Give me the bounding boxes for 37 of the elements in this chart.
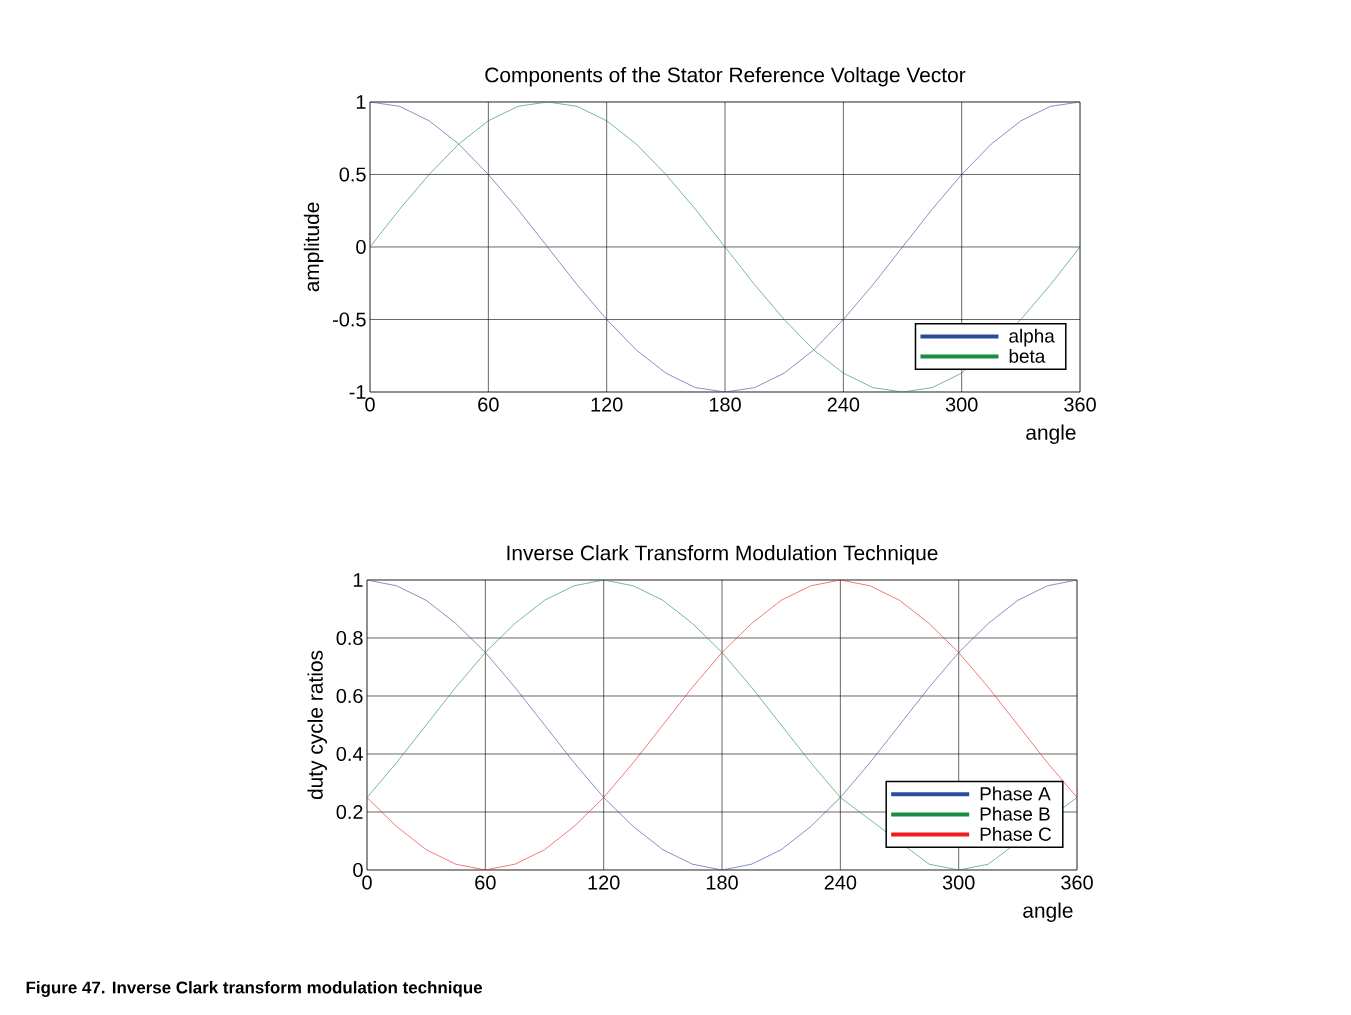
- y-tick-label: 1: [353, 573, 363, 587]
- line-series: [367, 579, 1078, 870]
- y-tick-label: 0.8: [336, 630, 363, 646]
- chart-title: Inverse Clark Transform Modulation Technique: [507, 545, 938, 565]
- y-tick-label: 0.4: [336, 746, 363, 762]
- y-tick-label: 1: [356, 95, 366, 109]
- y-tick-label: 0: [356, 239, 366, 255]
- x-tick-label: 240: [824, 875, 857, 890]
- x-tick-label: 120: [591, 397, 623, 412]
- line-series: [370, 101, 1081, 392]
- legend-label: Phase A: [980, 786, 1051, 801]
- y-tick-label: 0: [353, 862, 363, 878]
- x-tick-label: 300: [942, 875, 975, 890]
- y-tick-label: -1: [349, 385, 366, 399]
- x-tick-label: 360: [1061, 875, 1093, 890]
- y-axis-title: amplitude: [303, 202, 324, 292]
- x-tick-label: 180: [706, 875, 738, 890]
- y-tick-label: 0.6: [336, 688, 363, 704]
- y-tick-label: 0.5: [339, 167, 366, 182]
- x-tick-label: 60: [478, 397, 499, 412]
- x-axis-title: angle: [1026, 424, 1076, 445]
- x-tick-label: 120: [588, 875, 620, 890]
- legend-label: beta: [1009, 348, 1046, 363]
- caption: Figure 47. Inverse Clark transform modulation technique: [26, 981, 483, 997]
- y-tick-label: -0.5: [333, 312, 366, 327]
- x-tick-label: 180: [709, 397, 741, 412]
- x-axis-title: angle: [1023, 902, 1073, 923]
- y-tick-label: 0.2: [336, 804, 363, 820]
- x-tick-label: 240: [827, 397, 860, 412]
- legend-label: Phase C: [980, 827, 1052, 841]
- legend-label: alpha: [1009, 328, 1055, 347]
- x-tick-label: 60: [475, 875, 496, 890]
- chart-title: Components of the Stator Reference Voltage Vector: [485, 66, 966, 87]
- legend-label: Phase B: [980, 806, 1050, 821]
- x-tick-label: 300: [945, 397, 978, 412]
- y-axis-title: duty cycle ratios: [307, 650, 327, 800]
- x-tick-label: 360: [1064, 397, 1096, 412]
